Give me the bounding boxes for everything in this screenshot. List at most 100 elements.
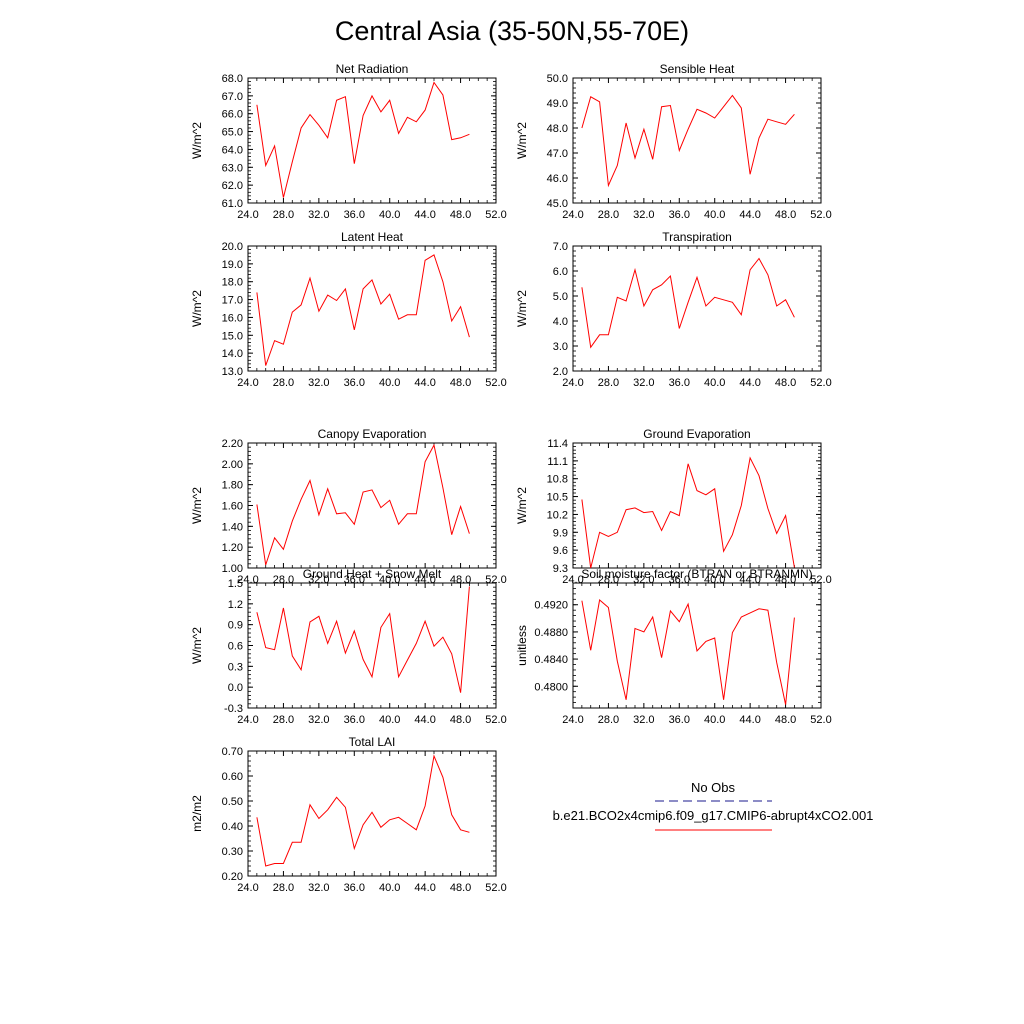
y-tick-label: 10.2 — [547, 509, 568, 521]
y-tick-label: 13.0 — [222, 366, 243, 378]
plot-frame — [247, 442, 497, 569]
y-tick-label: 9.6 — [553, 545, 568, 557]
x-tick-label: 24.0 — [237, 209, 258, 221]
y-tick-label: 0.70 — [222, 746, 243, 758]
x-tick-label: 40.0 — [379, 882, 400, 894]
x-tick-label: 44.0 — [414, 882, 435, 894]
y-tick-label: 3.0 — [553, 341, 568, 353]
x-tick-label: 40.0 — [379, 209, 400, 221]
y-tick-label: 9.3 — [553, 563, 568, 575]
y-tick-label: 10.8 — [547, 474, 568, 486]
x-tick-label: 44.0 — [739, 209, 760, 221]
plot-frame — [247, 750, 497, 877]
x-tick-label: 28.0 — [273, 209, 294, 221]
y-tick-label: 0.9 — [228, 620, 243, 632]
panel-title: Transpiration — [662, 230, 732, 244]
x-tick-label: 32.0 — [633, 209, 654, 221]
y-tick-label: 45.0 — [547, 198, 568, 210]
y-tick-label: 1.60 — [222, 501, 243, 513]
series-line — [581, 257, 795, 349]
y-tick-label: 6.0 — [553, 266, 568, 278]
x-tick-label: 40.0 — [704, 377, 725, 389]
series-line — [256, 586, 470, 693]
y-axis-label: W/m^2 — [515, 122, 529, 159]
x-tick-label: 28.0 — [598, 377, 619, 389]
y-tick-label: 0.40 — [222, 821, 243, 833]
x-tick-label: 24.0 — [237, 377, 258, 389]
x-tick-label: 52.0 — [485, 209, 506, 221]
x-tick-label: 28.0 — [598, 209, 619, 221]
series-line — [256, 254, 470, 366]
panel-3: Latent Heat W/m^2 24.0 28.0 32.0 36.0 40.0 44.0… — [190, 230, 507, 389]
panel-1: Net Radiation W/m^2 24.0 28.0 32.0 36.0 40.0 44… — [190, 62, 507, 221]
panel-title: Ground Heat + Snow Melt — [303, 567, 442, 581]
series-line — [581, 456, 795, 569]
y-tick-label: 2.20 — [222, 438, 243, 450]
panel-title: Soil moisture factor (BTRAN or BTRANMN) — [581, 567, 812, 581]
x-tick-label: 24.0 — [562, 209, 583, 221]
y-tick-label: 0.60 — [222, 771, 243, 783]
y-tick-label: 49.0 — [547, 98, 568, 110]
x-tick-label: 28.0 — [273, 714, 294, 726]
x-tick-label: 52.0 — [810, 377, 831, 389]
y-tick-label: 1.2 — [228, 599, 243, 611]
y-axis-label: W/m^2 — [190, 627, 204, 664]
y-tick-label: 1.5 — [228, 578, 243, 590]
y-tick-label: 0.30 — [222, 846, 243, 858]
x-tick-label: 48.0 — [450, 714, 471, 726]
y-tick-label: 1.20 — [222, 542, 243, 554]
y-tick-label: 66.0 — [222, 109, 243, 121]
y-tick-label: 48.0 — [547, 123, 568, 135]
y-tick-label: 0.20 — [222, 871, 243, 883]
y-tick-label: 0.50 — [222, 796, 243, 808]
x-tick-label: 36.0 — [669, 377, 690, 389]
plot-frame — [572, 77, 822, 204]
y-tick-label: 9.9 — [553, 527, 568, 539]
series-line — [256, 443, 470, 566]
x-tick-label: 44.0 — [414, 209, 435, 221]
x-tick-label: 48.0 — [450, 377, 471, 389]
y-axis-label: m2/m2 — [190, 795, 204, 832]
x-tick-label: 36.0 — [344, 209, 365, 221]
panel-title: Sensible Heat — [660, 62, 735, 76]
y-tick-label: 65.0 — [222, 127, 243, 139]
plot-frame — [247, 245, 497, 372]
y-tick-label: 0.0 — [228, 682, 243, 694]
legend: No Obs b.e21.BCO2x4cmip6.f09_g17.CMIP6-a… — [553, 780, 874, 831]
x-tick-label: 36.0 — [344, 714, 365, 726]
panel-title: Net Radiation — [336, 62, 409, 76]
y-tick-label: 18.0 — [222, 277, 243, 289]
plot-frame — [572, 245, 822, 372]
x-tick-label: 32.0 — [308, 714, 329, 726]
x-tick-label: 40.0 — [704, 714, 725, 726]
x-tick-label: 52.0 — [485, 882, 506, 894]
series-line — [256, 754, 470, 867]
x-tick-label: 44.0 — [739, 377, 760, 389]
panel-title: Canopy Evaporation — [318, 427, 427, 441]
x-tick-label: 44.0 — [414, 377, 435, 389]
y-tick-label: 0.4800 — [534, 681, 568, 693]
figure-title: Central Asia (35-50N,55-70E) — [335, 16, 689, 46]
y-tick-label: 20.0 — [222, 241, 243, 253]
y-tick-label: 46.0 — [547, 173, 568, 185]
y-tick-label: 4.0 — [553, 316, 568, 328]
x-tick-label: 24.0 — [237, 714, 258, 726]
x-tick-label: 28.0 — [598, 714, 619, 726]
y-tick-label: 1.40 — [222, 521, 243, 533]
x-tick-label: 24.0 — [562, 714, 583, 726]
x-tick-label: 48.0 — [775, 377, 796, 389]
x-tick-label: 44.0 — [414, 714, 435, 726]
y-tick-label: 15.0 — [222, 330, 243, 342]
legend-model-label: b.e21.BCO2x4cmip6.f09_g17.CMIP6-abrupt4x… — [553, 808, 874, 823]
y-tick-label: 11.1 — [547, 456, 568, 468]
x-tick-label: 32.0 — [633, 377, 654, 389]
y-tick-label: -0.3 — [224, 703, 243, 715]
y-axis-label: W/m^2 — [515, 290, 529, 327]
y-tick-label: 16.0 — [222, 312, 243, 324]
y-axis-label: unitless — [515, 625, 529, 666]
x-tick-label: 24.0 — [237, 882, 258, 894]
y-tick-label: 0.6 — [228, 641, 243, 653]
